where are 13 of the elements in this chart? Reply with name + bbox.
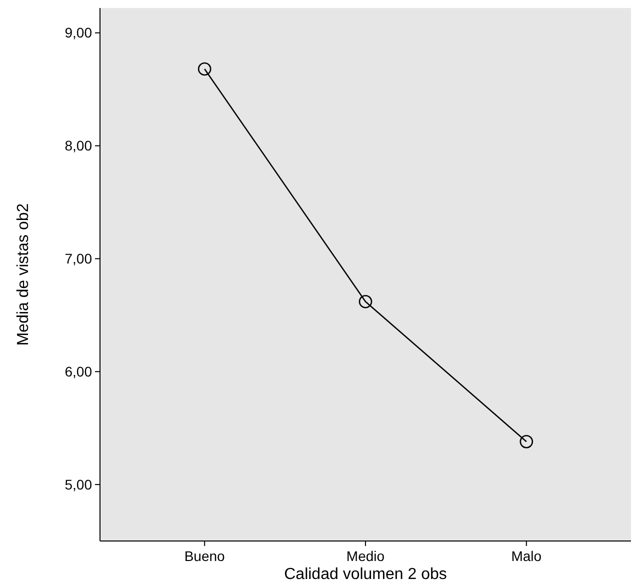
y-tick-label: 9,00 <box>64 24 92 41</box>
x-axis-title: Calidad volumen 2 obs <box>284 566 447 583</box>
x-tick-label: Bueno <box>184 548 226 564</box>
y-tick-label: 8,00 <box>64 138 92 154</box>
point <box>198 62 212 76</box>
point <box>520 434 534 448</box>
point <box>358 294 372 308</box>
y-axis-title: Media de vistas ob2 <box>15 203 32 346</box>
y-tick-label: 6,00 <box>64 364 92 380</box>
y-tick-label: 5,00 <box>64 476 92 492</box>
x-tick-label: Medio <box>346 548 385 564</box>
y-tick-label: 7,00 <box>64 250 92 267</box>
x-tick-label: Malo <box>511 548 542 564</box>
